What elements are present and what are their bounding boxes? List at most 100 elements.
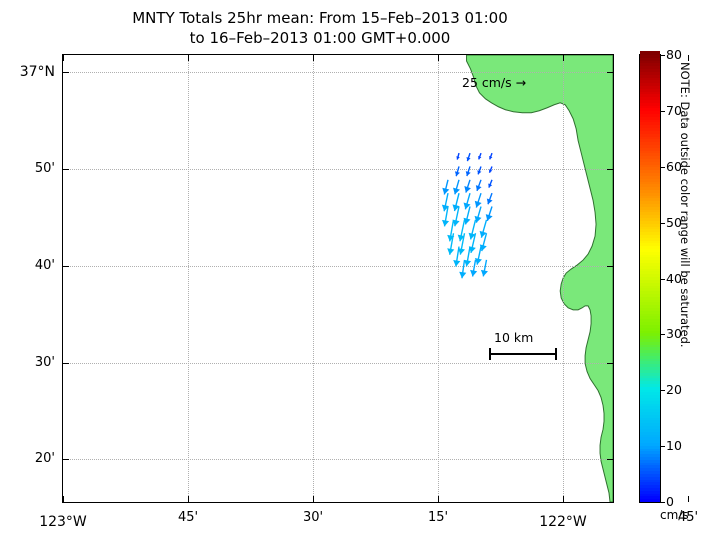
axis-tick-mark — [607, 72, 613, 74]
page-title: MNTY Totals 25hr mean: From 15–Feb–2013 … — [0, 8, 640, 48]
colorbar-tick-label: 30 — [666, 326, 682, 342]
colorbar-segment — [640, 419, 660, 424]
current-vector — [457, 233, 466, 255]
colorbar-segment — [640, 264, 660, 269]
colorbar-segment — [640, 155, 660, 160]
colorbar-segment — [640, 394, 660, 398]
colorbar-segment — [640, 458, 660, 463]
colorbar-tick-label: 10 — [666, 438, 682, 454]
colorbar-segment — [640, 104, 660, 109]
current-vector — [441, 206, 450, 227]
axis-tick-mark — [63, 265, 69, 267]
colorbar-segment — [640, 312, 660, 317]
colorbar-segment — [640, 250, 660, 255]
axis-tick-mark — [313, 496, 314, 502]
colorbar-segment — [640, 169, 660, 174]
colorbar-segment — [640, 293, 660, 297]
current-vector — [457, 219, 466, 242]
colorbar-segment — [640, 439, 660, 443]
colorbar-segment — [640, 366, 660, 370]
colorbar-segment — [640, 346, 660, 351]
current-vector — [447, 233, 455, 255]
current-vector — [442, 179, 450, 195]
current-vector — [441, 193, 449, 212]
colorbar-segment — [640, 467, 660, 472]
colorbar-segment — [640, 174, 660, 179]
current-vector — [488, 179, 493, 188]
axis-tick-mark — [63, 496, 64, 502]
colorbar-segment — [640, 326, 660, 331]
colorbar-segment — [640, 56, 660, 61]
current-vector — [479, 233, 488, 252]
map-plot-area: 25 cm/s → 10 km — [62, 54, 614, 503]
x-tick-label: 45' — [177, 510, 199, 525]
colorbar-segment — [640, 84, 660, 89]
colorbar-segment — [640, 399, 660, 404]
colorbar-segment — [640, 453, 660, 458]
current-vector — [468, 233, 477, 254]
colorbar-tick-mark — [661, 110, 665, 112]
colorbar-segment — [640, 360, 660, 365]
current-vector — [486, 192, 493, 205]
colorbar-segment — [640, 208, 660, 213]
colorbar-segment — [640, 267, 660, 272]
axis-tick-mark — [63, 72, 69, 74]
colorbar-note-text: NOTE: Data outside color range will be s… — [678, 62, 692, 348]
colorbar-segment — [640, 475, 660, 480]
colorbar-segment — [640, 332, 660, 337]
colorbar-segment — [640, 495, 660, 500]
colorbar-segment — [640, 135, 660, 140]
colorbar-segment — [640, 146, 660, 151]
colorbar-segment — [640, 262, 660, 266]
colorbar-segment — [640, 54, 660, 58]
vector-key-label: 25 cm/s → — [462, 75, 527, 90]
colorbar-segment — [640, 281, 660, 286]
colorbar-segment — [640, 107, 660, 112]
colorbar-segment — [640, 425, 660, 429]
colorbar-segment — [640, 177, 660, 182]
colorbar-segment — [640, 141, 660, 145]
colorbar-tick-mark — [661, 55, 665, 56]
colorbar-segment — [640, 118, 660, 123]
current-vector — [459, 259, 467, 279]
axis-tick-mark — [188, 496, 189, 502]
gridline-vertical — [438, 55, 439, 502]
colorbar-segment — [640, 290, 660, 294]
current-vector — [453, 246, 461, 267]
y-tick-label: 30' — [34, 354, 55, 370]
colorbar-segment — [640, 402, 660, 407]
axis-tick-mark — [188, 55, 189, 61]
current-vector — [468, 219, 477, 240]
current-vector — [474, 206, 482, 223]
colorbar-tick-label: 70 — [666, 102, 682, 118]
colorbar-segment — [640, 87, 660, 92]
colorbar-segment — [640, 335, 660, 339]
colorbar-segment — [640, 456, 660, 460]
colorbar-segment — [640, 315, 660, 320]
colorbar-tick-mark — [661, 502, 665, 503]
colorbar-segment — [640, 99, 660, 103]
colorbar-segment — [640, 354, 660, 359]
colorbar-segment — [640, 225, 660, 230]
colorbar-segment — [640, 309, 660, 314]
current-vector — [475, 179, 482, 192]
current-vector — [466, 152, 471, 162]
colorbar-segment — [640, 323, 660, 328]
colorbar-segment — [640, 121, 660, 126]
colorbar-segment — [640, 363, 660, 368]
colorbar-segment — [640, 65, 660, 70]
colorbar-segment — [640, 115, 660, 120]
colorbar-tick-mark — [661, 334, 665, 336]
x-tick-label: 122°W — [539, 514, 587, 530]
current-vector — [452, 206, 460, 227]
colorbar-segment — [640, 253, 660, 258]
colorbar-segment — [640, 298, 660, 303]
colorbar-segment — [640, 304, 660, 309]
gridline-horizontal — [63, 459, 613, 461]
colorbar-segment — [640, 73, 660, 78]
colorbar-tick-mark — [661, 222, 665, 224]
colorbar-segment — [640, 498, 660, 502]
colorbar-segment — [640, 430, 660, 435]
colorbar-segment — [640, 472, 660, 477]
colorbar-segment — [640, 377, 660, 382]
